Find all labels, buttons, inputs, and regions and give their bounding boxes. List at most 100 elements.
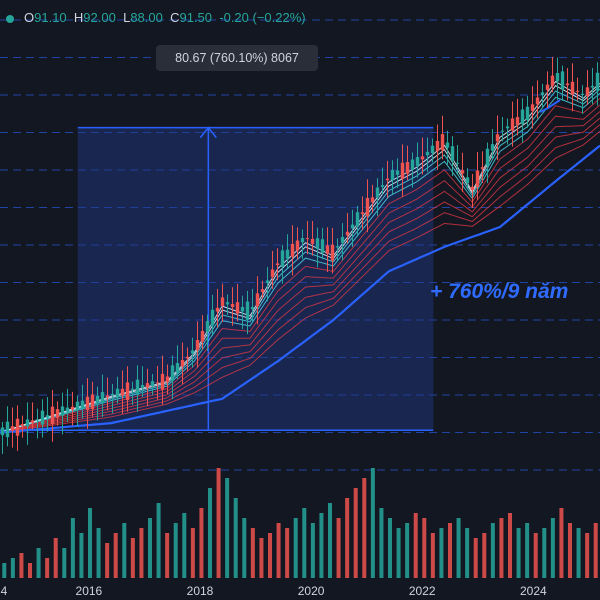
ma-ribbon-red [0,111,600,433]
candle-body [200,330,205,342]
candle-body [335,246,340,248]
candle-body [350,224,355,229]
candle-body [420,156,425,160]
volume-bar [156,503,161,578]
candle-body [55,409,60,418]
candle-body [565,83,570,86]
ma-ribbon-red [0,98,600,433]
volume-bar [422,518,427,578]
candle-body [475,170,480,187]
candle-body [445,142,450,148]
candle-body [275,263,280,266]
candle-body [105,395,110,398]
candle-body [25,419,30,427]
candle-body [115,388,120,398]
candle-body [525,106,530,121]
candle-body [585,87,590,96]
ma-ribbon-red [0,130,600,433]
volume-bar [533,533,538,578]
low-label: L [123,10,131,25]
x-tick-label: 2022 [408,584,436,598]
volume-bar [225,478,230,578]
volume-bar [593,523,598,578]
volume-bar [285,528,290,578]
volume-bar [113,533,118,578]
volume-bar [79,533,84,578]
growth-annotation: + 760%/9 năm [430,280,569,303]
candle-body [455,162,460,164]
ma-ribbon-red [0,104,600,433]
candle-body [495,134,500,142]
volume-bar [139,528,144,578]
candle-body [355,212,360,227]
x-tick-label: 2020 [297,584,325,598]
candle-body [590,85,595,88]
candle-body [570,81,575,95]
volume-bar [328,503,332,578]
volume-bar [302,508,307,578]
volume-bar [473,538,478,578]
volume-bar [173,523,178,578]
x-tick-label: 4 [0,584,8,598]
candle-body [250,306,255,310]
volume-bar [388,518,392,578]
candle-body [510,118,515,131]
candle-body [395,170,400,175]
candle-body [265,280,270,283]
candle-body [160,373,165,390]
candle-body [155,382,160,384]
candle-body [100,392,105,403]
candle-body [225,302,230,305]
candle-body [130,388,135,390]
candle-body [310,238,315,244]
candle-body [400,162,405,179]
candle-body [270,269,275,278]
volume-bar [208,488,212,578]
candle-body [240,306,245,312]
candle-body [530,104,535,111]
x-tick-label: 2018 [186,584,214,598]
volume-bar [276,523,281,578]
ma-ribbon-cyan [0,92,600,433]
candle-body [245,301,250,321]
change-value: -0.20 (−0.22%) [219,10,306,25]
x-tick-label: 2016 [75,584,103,598]
volume-bar [362,478,367,578]
candle-body [300,238,305,243]
candle-body [140,384,145,388]
candle-body [290,243,295,257]
candle-body [330,244,335,261]
candle-body [165,376,170,383]
candle-body [430,145,435,154]
candle-body [380,185,385,187]
high-label: H [73,10,84,25]
candle-body [5,421,10,438]
candle-body [435,140,440,152]
candle-body [360,212,365,215]
candle-body [285,249,290,259]
volume-bar [130,538,135,578]
candle-body [175,363,180,373]
volume-bar [250,528,255,578]
candle-body [90,394,95,410]
volume-bar [268,533,272,578]
candle-body [325,245,330,254]
candle-body [255,293,260,307]
candle-body [190,350,195,354]
candle-body [575,90,580,92]
volume-bar [319,513,324,578]
candle-body [35,419,40,421]
volume-bar [490,523,495,578]
volume-bar [499,518,504,578]
candle-body [595,72,600,91]
x-tick-label: 2024 [519,584,547,598]
volume-bar [310,523,315,578]
volume-bar [559,508,564,578]
volume-bar [542,528,547,578]
candle-body [230,304,235,308]
candle-body [110,393,115,396]
candle-body [135,379,140,395]
candle-body [170,365,175,381]
ma-ribbon-red [0,117,600,433]
